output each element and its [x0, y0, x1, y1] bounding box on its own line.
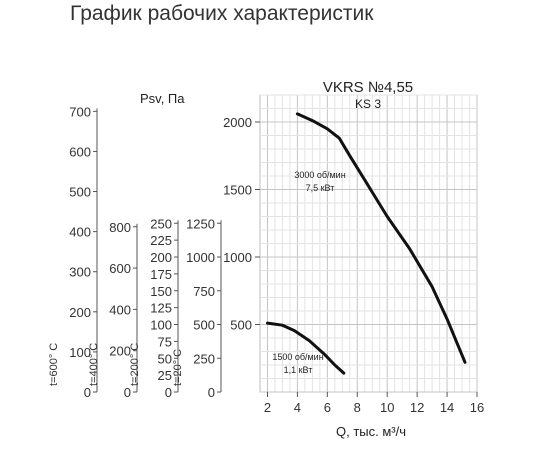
y-tick-label: 2000	[223, 115, 252, 130]
aux-axis-tick-label: 75	[158, 334, 172, 349]
aux-axis-tick-label: 0	[165, 385, 172, 400]
aux-axis-tick-label: 200	[150, 250, 172, 265]
x-tick-label: 14	[440, 400, 454, 415]
x-tick-label: 6	[324, 400, 331, 415]
aux-axis-tick-label: 1000	[186, 250, 215, 265]
aux-axis-tick-label: 200	[109, 344, 131, 359]
aux-axis-tick-label: 100	[69, 345, 91, 360]
x-tick-label: 16	[470, 400, 484, 415]
x-tick-label: 2	[264, 400, 271, 415]
aux-axis-tick-label: 50	[158, 351, 172, 366]
aux-axis-tick-label: 0	[84, 385, 91, 400]
aux-axis-tick-label: 250	[150, 216, 172, 231]
series-label-line2: 1,1 кВт	[284, 365, 313, 375]
aux-axis-tick-label: 600	[109, 261, 131, 276]
aux-axis-label: t=20° C	[172, 349, 184, 386]
aux-axis-label: t=400° C	[88, 343, 100, 386]
page-title: График рабочих характеристик	[70, 2, 374, 25]
x-tick-label: 10	[380, 400, 394, 415]
aux-axis-tick-label: 225	[150, 233, 172, 248]
x-axis-label: Q, тыс. м³/ч	[336, 424, 406, 439]
aux-axis-tick-label: 100	[150, 318, 172, 333]
series-label-line1: 1500 об/мин	[272, 352, 323, 362]
aux-axis-tick-label: 1250	[186, 216, 215, 231]
grid	[259, 94, 478, 393]
y-tick-label: 1000	[223, 250, 252, 265]
aux-axis-tick-label: 125	[150, 301, 172, 316]
aux-axis-tick-label: 400	[69, 225, 91, 240]
aux-axis-tick-label: 150	[150, 284, 172, 299]
series-label-line2: 7,5 кВт	[306, 183, 335, 193]
x-tick-label: 4	[294, 400, 301, 415]
aux-axis-label: t=200° C	[129, 343, 141, 386]
aux-axis-tick-label: 750	[193, 284, 215, 299]
aux-axis-tick-label: 200	[69, 305, 91, 320]
aux-axis-tick-label: 500	[69, 185, 91, 200]
chart-subtitle: KS 3	[355, 97, 381, 111]
aux-axis-tick-label: 0	[124, 385, 131, 400]
aux-axis-tick-label: 0	[208, 385, 215, 400]
aux-axis-tick-label: 25	[158, 368, 172, 383]
aux-axis-tick-label: 600	[69, 144, 91, 159]
x-tick-label: 12	[410, 400, 424, 415]
chart-title: VKRS №4,55	[323, 79, 413, 96]
series-label-line1: 3000 об/мин	[294, 170, 345, 180]
axes	[93, 108, 478, 397]
y-tick-label: 500	[230, 318, 252, 333]
aux-axis-tick-label: 800	[109, 220, 131, 235]
x-tick-label: 8	[354, 400, 361, 415]
y-axis-label: Psv, Па	[140, 91, 185, 106]
y-tick-label: 1500	[223, 183, 252, 198]
aux-axis-label: t=600° C	[48, 343, 60, 386]
series-lines	[266, 112, 467, 375]
aux-axis-tick-label: 175	[150, 267, 172, 282]
aux-axis-tick-label: 400	[109, 302, 131, 317]
aux-axis-tick-label: 250	[193, 351, 215, 366]
aux-axis-tick-label: 300	[69, 265, 91, 280]
aux-axis-tick-label: 500	[193, 318, 215, 333]
aux-axis-tick-label: 700	[69, 104, 91, 119]
